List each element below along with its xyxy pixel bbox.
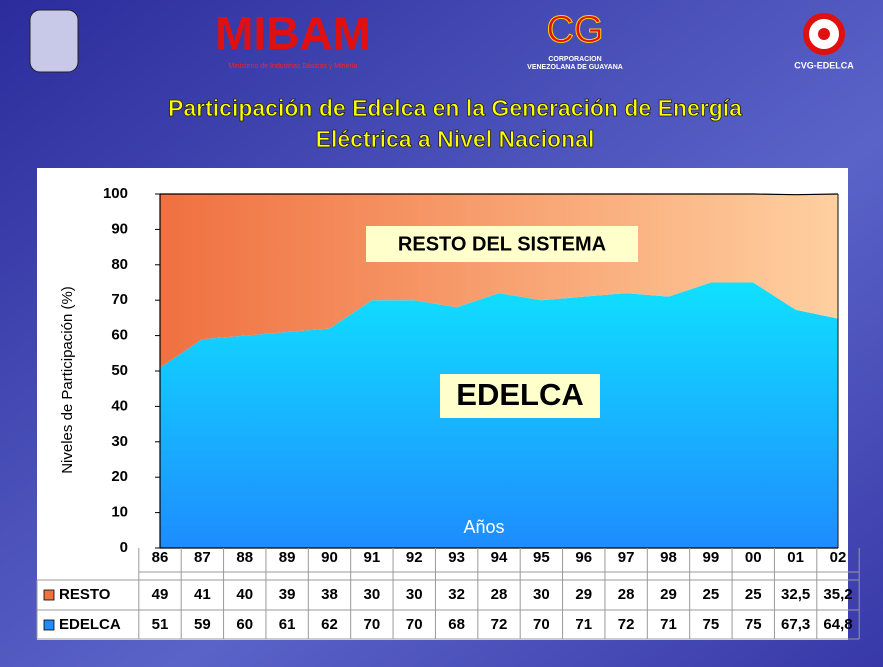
table-value: 28	[618, 586, 635, 603]
table-value: 25	[745, 586, 762, 603]
table-value: 67,3	[781, 616, 810, 633]
y-tick-label: 70	[111, 291, 128, 308]
edelca-logo	[818, 28, 830, 40]
x-tick-label: 87	[194, 549, 211, 566]
x-tick-label: 01	[787, 549, 804, 566]
x-tick-label: 94	[491, 549, 508, 566]
annotation: RESTO DEL SISTEMA	[398, 233, 606, 255]
table-value: 49	[152, 586, 169, 603]
table-value: 59	[194, 616, 211, 633]
area-top-line	[160, 193, 839, 196]
legend-swatch	[43, 589, 55, 601]
x-tick-label: 96	[575, 549, 592, 566]
y-tick-label: 100	[103, 185, 128, 202]
table-value: 30	[533, 586, 550, 603]
y-tick-label: 80	[111, 256, 128, 273]
y-tick-label: 0	[120, 539, 128, 556]
table-value: 72	[618, 616, 635, 633]
cvg-caption: VENEZOLANA DE GUAYANA	[527, 64, 623, 71]
y-tick-label: 10	[111, 504, 128, 521]
table-value: 41	[194, 586, 211, 603]
table-value: 28	[491, 586, 508, 603]
legend-label: RESTO	[59, 586, 111, 603]
table-value: 62	[321, 616, 338, 633]
y-tick-label: 40	[111, 397, 128, 414]
x-tick-label: 98	[660, 549, 677, 566]
cvg-caption: CORPORACION	[548, 56, 601, 63]
x-tick-label: 89	[279, 549, 296, 566]
x-tick-label: 99	[703, 549, 720, 566]
table-value: 29	[575, 586, 592, 603]
annotation-box	[440, 374, 600, 418]
table-value: 61	[279, 616, 296, 633]
edelca-caption: CVG-EDELCA	[794, 60, 854, 70]
x-tick-label: 88	[236, 549, 253, 566]
x-tick-label: 91	[364, 549, 381, 566]
x-tick-label: 93	[448, 549, 465, 566]
y-tick-label: 60	[111, 327, 128, 344]
table-value: 51	[152, 616, 169, 633]
y-tick-label: 90	[111, 220, 128, 237]
legend-label: EDELCA	[59, 616, 121, 633]
area	[160, 194, 838, 368]
mibam-logo: MIBAM	[215, 7, 371, 59]
table-value: 29	[660, 586, 677, 603]
chart-title: Participación de Edelca en la Generación…	[168, 95, 742, 121]
table-value: 60	[236, 616, 253, 633]
table-value: 68	[448, 616, 465, 633]
table-value: 71	[575, 616, 592, 633]
x-tick-label: 90	[321, 549, 338, 566]
table-value: 39	[279, 586, 296, 603]
table-value: 70	[406, 616, 423, 633]
chart-title: Eléctrica a Nivel Nacional	[316, 126, 595, 152]
table-value: 71	[660, 616, 677, 633]
table-value: 70	[364, 616, 381, 633]
x-tick-label: 95	[533, 549, 550, 566]
table-value: 38	[321, 586, 338, 603]
x-tick-label: 86	[152, 549, 169, 566]
mibam-caption: Ministerio de Industrias Básicas y Miner…	[228, 63, 357, 70]
table-value: 32,5	[781, 586, 810, 603]
x-tick-label: 00	[745, 549, 762, 566]
table-value: 75	[745, 616, 762, 633]
x-tick-label: 92	[406, 549, 423, 566]
y-tick-label: 50	[111, 362, 128, 379]
x-tick-label: 97	[618, 549, 635, 566]
x-tick-label: 02	[830, 549, 847, 566]
annotation-box	[366, 226, 638, 262]
y-axis-label: Niveles de Participación (%)	[59, 286, 76, 474]
logo-shield	[29, 9, 79, 73]
table-value: 25	[703, 586, 720, 603]
table-value: 72	[491, 616, 508, 633]
y-tick-label: 30	[111, 433, 128, 450]
legend-swatch	[43, 619, 55, 631]
table-value: 75	[703, 616, 720, 633]
table-value: 70	[533, 616, 550, 633]
table-value: 32	[448, 586, 465, 603]
table-value: 35,2	[823, 586, 852, 603]
table-value: 30	[364, 586, 381, 603]
annotation: EDELCA	[456, 377, 583, 412]
table-value: 40	[236, 586, 253, 603]
cvg-logo: CG	[547, 9, 604, 51]
y-tick-label: 20	[111, 468, 128, 485]
x-axis-label: Años	[463, 517, 504, 537]
table-value: 64,8	[823, 616, 852, 633]
table-value: 30	[406, 586, 423, 603]
